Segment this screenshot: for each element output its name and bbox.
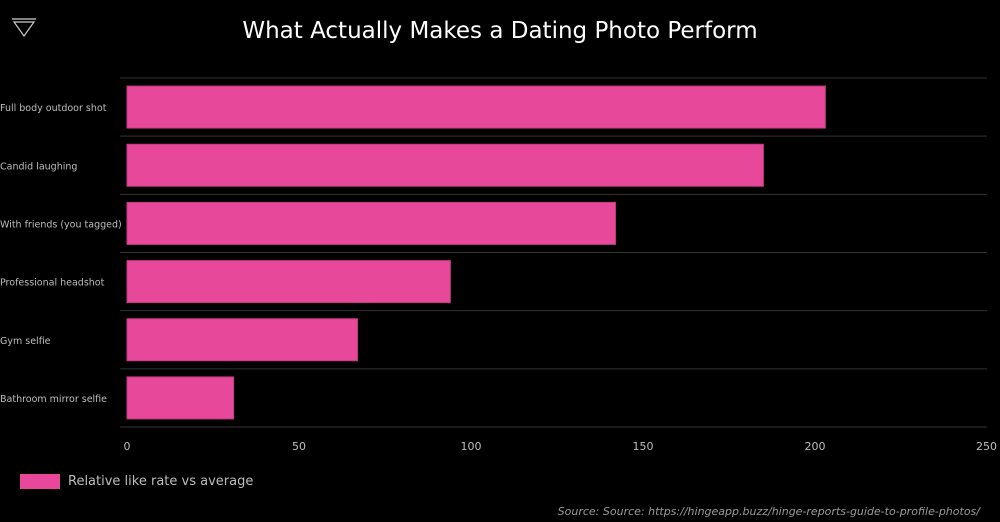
y-tick-label: Candid laughing [0,161,77,172]
source-note: Source: Source: https://hingeapp.buzz/hi… [557,505,980,518]
x-tick-label: 0 [124,440,131,453]
y-tick-label: Bathroom mirror selfie [0,394,107,405]
bar [126,201,616,245]
y-tick-label: Professional headshot [0,278,105,289]
bar [126,260,451,304]
triangle-logo-icon [12,18,36,38]
y-tick-label: With friends (you tagged) [0,219,122,230]
x-tick-label: 50 [292,440,306,453]
legend: Relative like rate vs average [20,474,253,489]
x-tick-label: 150 [633,440,654,453]
legend-label: Relative like rate vs average [68,474,254,489]
legend-swatch [20,474,60,489]
x-tick-label: 250 [976,440,997,453]
y-tick-label: Full body outdoor shot [0,103,107,114]
bar [126,318,358,362]
bar [126,143,764,187]
x-tick-label: 200 [805,440,826,453]
x-tick-label: 100 [461,440,482,453]
bar [126,376,235,420]
chart-title: What Actually Makes a Dating Photo Perfo… [242,18,758,44]
y-tick-label: Gym selfie [0,336,51,347]
bar [126,85,826,129]
